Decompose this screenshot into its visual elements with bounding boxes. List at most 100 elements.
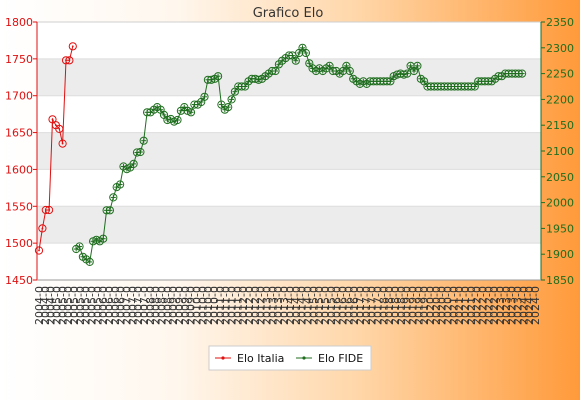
- x-tick-label: 2005-0: [68, 286, 81, 325]
- x-tick-label: 2014-0: [284, 286, 297, 325]
- x-tick-label: 2012-0: [249, 286, 262, 325]
- x-tick-label: 2017-0: [354, 286, 367, 325]
- data-point: [99, 234, 108, 243]
- legend-box: [208, 345, 372, 371]
- x-tick-label: 2009-0: [179, 286, 192, 325]
- x-tick-label: 2017-0: [360, 286, 373, 325]
- x-tick-label: 2024-0: [529, 286, 542, 325]
- left-axis-tick-label: 1650: [5, 127, 33, 140]
- left-axis-tick-label: 1700: [5, 90, 33, 103]
- x-tick-label: 2023-0: [500, 286, 513, 325]
- x-tick-label: 2023-0: [494, 286, 507, 325]
- data-point-dot: [71, 45, 74, 48]
- x-tick-label: 2008-0: [150, 286, 163, 325]
- legend: Elo Italia Elo FIDE: [208, 345, 372, 371]
- data-point: [136, 147, 145, 157]
- left-axis-tick-label: 1550: [5, 200, 33, 213]
- data-point: [518, 69, 527, 78]
- data-point: [200, 92, 209, 101]
- x-tick-label: 2010-0: [208, 286, 221, 325]
- x-tick-label: 2019-0: [418, 286, 431, 325]
- x-tick-label: 2021-0: [453, 286, 466, 325]
- data-point: [214, 72, 223, 81]
- right-axis-tick-label: 2250: [546, 68, 574, 81]
- legend-item-elo-fide-label: Elo FIDE: [318, 352, 363, 365]
- x-tick-label: 2004-0: [33, 286, 46, 325]
- x-tick-label: 2009-0: [167, 286, 180, 325]
- data-point: [301, 48, 310, 58]
- x-tick-label: 2021-0: [465, 286, 478, 325]
- right-axis-tick-label: 1850: [546, 274, 574, 287]
- data-point: [85, 257, 94, 266]
- x-tick-label: 2005-0: [62, 286, 75, 325]
- x-tick-label: 2022-0: [471, 286, 484, 325]
- x-tick-label: 2015-0: [307, 286, 320, 325]
- x-tick-label: 2013-0: [266, 286, 279, 325]
- x-tick-label: 2022-0: [488, 286, 501, 325]
- data-point: [413, 61, 422, 71]
- x-tick-label: 2008-0: [161, 286, 174, 325]
- x-tick-label: 2011-0: [214, 286, 227, 325]
- data-point: [291, 56, 300, 65]
- x-tick-label: 2005-0: [51, 286, 64, 325]
- x-tick-label: 2018-0: [383, 286, 396, 325]
- x-tick-label: 2014-0: [296, 286, 309, 325]
- x-tick-label: 2023-0: [506, 286, 519, 325]
- x-tick-label: 2014-0: [290, 286, 303, 325]
- data-point: [173, 115, 182, 125]
- chart-title: Grafico Elo: [253, 6, 324, 21]
- x-tick-label: 2007-0: [132, 286, 145, 325]
- x-tick-label: 2019-0: [412, 286, 425, 325]
- x-tick-label: 2018-0: [395, 286, 408, 325]
- x-tick-label: 2005-0: [80, 286, 93, 325]
- left-axis-tick-label: 1450: [5, 274, 33, 287]
- x-tick-label: 2023-0: [511, 286, 524, 325]
- data-point: [55, 124, 64, 133]
- x-tick-label: 2005-0: [86, 286, 99, 325]
- x-tick-label: 2019-0: [401, 286, 414, 325]
- plot-area: 1450 1500 1550 1600 1650 1700 1750 1800 1850 1900…: [5, 16, 574, 325]
- left-axis-tick-label: 1600: [5, 163, 33, 176]
- data-point: [34, 246, 44, 255]
- x-tick-label: 2013-0: [278, 286, 291, 325]
- grid-band: [37, 206, 541, 244]
- x-tick-label: 2012-0: [255, 286, 268, 325]
- right-axis-tick-label: 2350: [546, 16, 574, 29]
- x-tick-label: 2006-0: [109, 286, 122, 325]
- x-tick-label: 2022-0: [476, 286, 489, 325]
- data-point: [45, 205, 54, 215]
- right-axis-tick-label: 2050: [546, 171, 574, 184]
- x-tick-label: 2008-0: [144, 286, 157, 325]
- data-point: [224, 103, 233, 112]
- data-point: [129, 159, 138, 168]
- x-tick-label: 2007-0: [138, 286, 151, 325]
- x-tick-label: 2013-0: [272, 286, 285, 325]
- right-axis-tick-label: 2100: [546, 145, 574, 158]
- data-point: [109, 193, 118, 202]
- data-point: [58, 139, 67, 148]
- legend-item-elo-fide-marker: [302, 356, 306, 360]
- x-tick-label: 2016-0: [342, 286, 355, 325]
- x-tick-label: 2007-0: [121, 286, 134, 325]
- x-tick-label: 2024-0: [517, 286, 530, 325]
- x-tick-label: 2019-0: [406, 286, 419, 325]
- x-tick-label: 2006-0: [115, 286, 128, 325]
- x-tick-label: 2014-0: [301, 286, 314, 325]
- x-tick-label: 2010-0: [196, 286, 209, 325]
- x-tick-label: 2005-0: [74, 286, 87, 325]
- x-tick-label: 2017-0: [371, 286, 384, 325]
- x-tick-label: 2020-0: [430, 286, 443, 325]
- grid-band: [37, 132, 541, 170]
- data-point: [75, 242, 84, 251]
- data-point: [186, 108, 196, 117]
- x-tick-label: 2004-0: [39, 286, 52, 325]
- x-tick-label: 2004-0: [45, 286, 58, 325]
- x-tick-label: 2012-0: [243, 286, 256, 325]
- x-tick-label: 2016-0: [348, 286, 361, 325]
- x-tick-label: 2015-0: [313, 286, 326, 325]
- x-tick-label: 2007-0: [126, 286, 139, 325]
- data-point-dot: [58, 127, 61, 130]
- data-point: [403, 69, 412, 78]
- x-tick-label: 2024-0: [523, 286, 536, 325]
